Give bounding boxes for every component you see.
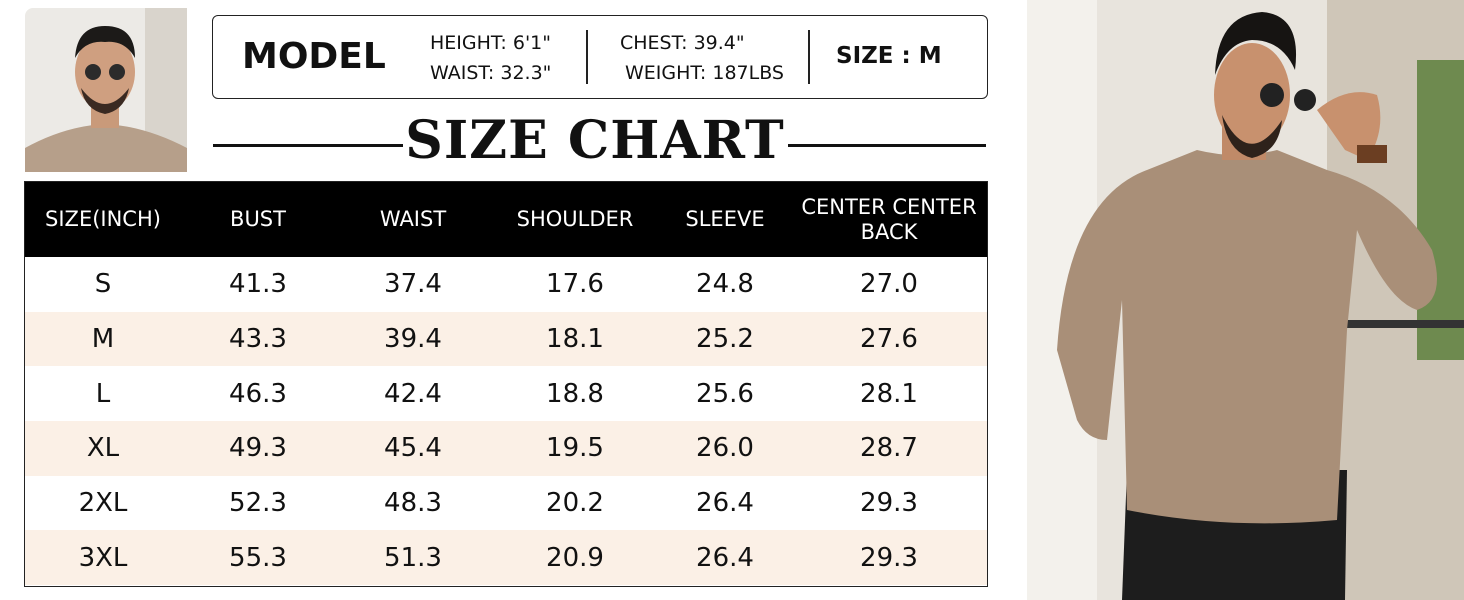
table-cell: 45.4: [384, 433, 442, 464]
header-cell: CENTER CENTER BACK: [801, 194, 977, 244]
model-photo: [1027, 0, 1464, 600]
table-cell: 37.4: [384, 269, 442, 300]
table-cell: 29.3: [860, 542, 918, 573]
model-info-box: [212, 15, 988, 99]
table-cell: 18.8: [546, 378, 604, 409]
table-cell: 52.3: [229, 487, 287, 518]
table-row: [25, 530, 987, 585]
table-row: [25, 421, 987, 476]
table-cell: 27.0: [860, 269, 918, 300]
model-weight: WEIGHT: 187LBS: [625, 62, 784, 84]
table-cell: L: [95, 378, 111, 409]
table-cell: 55.3: [229, 542, 287, 573]
table-cell: 41.3: [229, 269, 287, 300]
header-cell: SHOULDER: [516, 207, 634, 231]
table-row: [25, 257, 987, 312]
table-cell: 20.2: [546, 487, 604, 518]
header-row: [25, 182, 987, 257]
table-cell: 3XL: [78, 542, 128, 573]
model-waist: WAIST: 32.3": [430, 62, 552, 84]
table-cell: 17.6: [546, 269, 604, 300]
table-cell: 24.8: [696, 269, 754, 300]
table-cell: 42.4: [384, 378, 442, 409]
table-cell: M: [91, 323, 115, 354]
table-cell: XL: [86, 433, 120, 464]
table-cell: 49.3: [229, 433, 287, 464]
table-cell: 28.1: [860, 378, 918, 409]
table-cell: 51.3: [384, 542, 442, 573]
table-cell: S: [94, 269, 112, 300]
header-cell: BUST: [230, 207, 286, 231]
table-cell: 19.5: [546, 433, 604, 464]
table-cell: 25.2: [696, 323, 754, 354]
model-size: SIZE : M: [836, 43, 942, 69]
model-height: HEIGHT: 6'1": [430, 32, 552, 54]
table-cell: 28.7: [860, 433, 918, 464]
table-cell: 2XL: [78, 487, 128, 518]
model-thumbnail: [25, 8, 187, 172]
table-cell: 46.3: [229, 378, 287, 409]
title-rule: [213, 144, 403, 147]
table-cell: 29.3: [860, 487, 918, 518]
table-cell: 39.4: [384, 323, 442, 354]
divider: [808, 30, 810, 84]
table-cell: 48.3: [384, 487, 442, 518]
table-cell: 26.4: [696, 487, 754, 518]
table-cell: 20.9: [546, 542, 604, 573]
title: SIZE CHART: [405, 110, 785, 171]
table-cell: 26.0: [696, 433, 754, 464]
header-cell: SIZE(INCH): [45, 207, 161, 231]
table-cell: 26.4: [696, 542, 754, 573]
divider: [586, 30, 588, 84]
table-row: [25, 311, 987, 367]
header-cell: SLEEVE: [685, 207, 765, 231]
table-cell: 27.6: [860, 323, 918, 354]
size-table: SIZE(INCH) BUST WAIST SHOULDER SLEEVE CENTER …: [24, 181, 988, 587]
title-rule: [788, 144, 986, 147]
model-label: MODEL: [242, 36, 386, 77]
table-row: [25, 366, 987, 421]
table-cell: 43.3: [229, 323, 287, 354]
table-cell: 18.1: [546, 323, 604, 354]
table-row: [25, 475, 987, 531]
header-cell: WAIST: [379, 207, 447, 231]
model-chest: CHEST: 39.4": [620, 32, 745, 54]
table-cell: 25.6: [696, 378, 754, 409]
